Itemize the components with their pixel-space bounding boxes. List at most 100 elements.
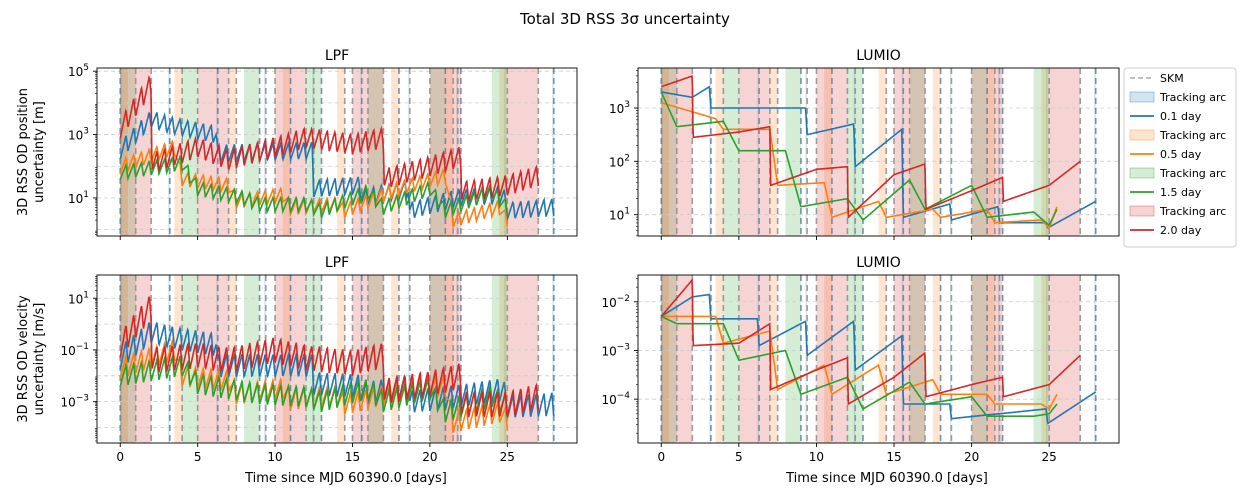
x-tick-label: 10 xyxy=(809,450,824,464)
tracking-arc-band xyxy=(878,275,887,443)
legend-item: Tracking arc xyxy=(1129,205,1226,218)
tracking-arc-band xyxy=(909,68,926,236)
y-tick-label: 101 xyxy=(68,290,89,306)
x-tick-label: 15 xyxy=(886,450,901,464)
tracking-arc-band xyxy=(337,68,345,236)
y-axis-label: 3D RSS OD velocityuncertainty [m/s] xyxy=(16,295,47,423)
tracking-arc-band xyxy=(504,68,506,236)
legend-swatch-patch xyxy=(1129,205,1155,217)
x-tick-label: 0 xyxy=(657,450,665,464)
tracking-arc-band xyxy=(932,68,941,236)
y-tick-label: 10−2 xyxy=(601,294,630,310)
tracking-arc-band xyxy=(282,68,291,236)
panel-title: LUMIO xyxy=(856,48,901,64)
legend-item: Tracking arc xyxy=(1129,91,1226,104)
y-tick-label: 105 xyxy=(68,63,89,79)
panel-velocity-lumio: LUMIO 0 5 10 15 20 25 10−4 10−3 10−2 xyxy=(601,255,1120,464)
legend-item: 0.5 day xyxy=(1130,148,1202,161)
tracking-arc-band xyxy=(391,68,399,236)
x-tick-label: 15 xyxy=(345,450,360,464)
legend-label: Tracking arc xyxy=(1159,205,1226,218)
legend-label: Tracking arc xyxy=(1159,91,1226,104)
series-line-1-5-day xyxy=(660,91,1058,227)
tracking-arc-band xyxy=(445,68,454,236)
series-line-2-0-day xyxy=(119,296,540,418)
tracking-arc-band xyxy=(932,275,941,443)
tracking-arc-band xyxy=(1049,275,1081,443)
series-line-0-1-day xyxy=(660,293,1097,425)
x-tick-label: 10 xyxy=(267,450,282,464)
tracking-arc-band xyxy=(367,275,384,443)
panel-title: LPF xyxy=(325,255,349,271)
tracking-arc-band xyxy=(661,68,670,236)
tracking-arc-band xyxy=(987,275,995,443)
tracking-arc-band xyxy=(878,68,887,236)
legend: SKM Tracking arc 0.1 day Tracking arc 0.5 da… xyxy=(1123,67,1237,248)
series-line-2-0-day xyxy=(660,278,1081,406)
axes-frame xyxy=(96,67,578,237)
x-tick-label: 25 xyxy=(500,450,515,464)
tracking-arc-band xyxy=(723,275,739,443)
tracking-arc-band xyxy=(1049,68,1081,236)
legend-swatch-patch xyxy=(1129,167,1155,179)
tracking-arc-band xyxy=(445,275,454,443)
tracking-arc-band xyxy=(1033,275,1050,443)
y-tick-label: 10−3 xyxy=(60,394,89,410)
legend-label: 2.0 day xyxy=(1160,224,1202,237)
tracking-arc-band xyxy=(785,275,801,443)
legend-box xyxy=(1123,67,1237,248)
series-line-0-1-day xyxy=(119,322,555,418)
x-tick-label: 20 xyxy=(964,450,979,464)
y-tick-label: 10−1 xyxy=(60,342,89,358)
panel-position-lpf: LPF 101 103 105 3D RSS OD positionuncertaint… xyxy=(16,48,578,240)
tracking-arc-band xyxy=(715,275,724,443)
legend-label: Tracking arc xyxy=(1159,129,1226,142)
tracking-arc-band xyxy=(499,68,508,236)
legend-label: 0.1 day xyxy=(1160,110,1202,123)
legend-label: 1.5 day xyxy=(1160,186,1202,199)
tracking-arc-band xyxy=(1033,68,1050,236)
tracking-arc-band xyxy=(120,68,128,236)
y-tick-label: 103 xyxy=(609,100,630,116)
legend-label: Tracking arc xyxy=(1159,167,1226,180)
tracking-arc-band xyxy=(1046,68,1048,236)
legend-swatch-patch xyxy=(1129,91,1155,103)
tracking-arc-band xyxy=(391,275,399,443)
panel-position-lumio: LUMIO 101 102 103 xyxy=(609,48,1120,240)
axes-frame xyxy=(96,274,578,444)
tracking-arc-band xyxy=(429,68,446,236)
series-line-1-5-day xyxy=(119,354,509,423)
figure-title: Total 3D RSS 3σ uncertainty xyxy=(519,10,730,28)
tracking-arc-band xyxy=(661,275,670,443)
tracking-arc-band xyxy=(738,68,770,236)
y-axis-label: 3D RSS OD positionuncertainty [m] xyxy=(16,88,47,216)
tracking-arc-band xyxy=(507,275,539,443)
axes-frame xyxy=(637,274,1120,444)
tracking-arc-band xyxy=(120,275,128,443)
x-tick-label: 5 xyxy=(735,450,743,464)
x-tick-label: 0 xyxy=(116,450,124,464)
legend-item: 1.5 day xyxy=(1130,186,1202,199)
axes-frame xyxy=(637,67,1120,237)
tracking-arc-band xyxy=(504,275,506,443)
tracking-arc-band xyxy=(987,68,995,236)
y-tick-label: 101 xyxy=(609,207,630,223)
legend-item: Tracking arc xyxy=(1129,167,1226,180)
tracking-arc-band xyxy=(824,68,832,236)
legend-label: SKM xyxy=(1160,72,1184,85)
tracking-arc-band xyxy=(1046,275,1048,443)
x-axis-label-left: Time since MJD 60390.0 [days] xyxy=(244,471,447,486)
x-axis-label-right: Time since MJD 60390.0 [days] xyxy=(785,471,988,486)
panel-velocity-lpf: LPF 0 5 10 15 20 25 10−3 10−1 101 3D RSS OD veloci… xyxy=(16,255,578,464)
y-tick-label: 102 xyxy=(609,153,630,169)
y-tick-label: 101 xyxy=(68,190,89,206)
x-tick-label: 25 xyxy=(1042,450,1057,464)
x-tick-label: 5 xyxy=(194,450,202,464)
tracking-arc-band xyxy=(1041,68,1050,236)
series-line-2-0-day xyxy=(119,74,540,202)
legend-item: Tracking arc xyxy=(1129,129,1226,142)
series-line-1-5-day xyxy=(660,315,1058,417)
panel-title: LPF xyxy=(325,48,349,64)
